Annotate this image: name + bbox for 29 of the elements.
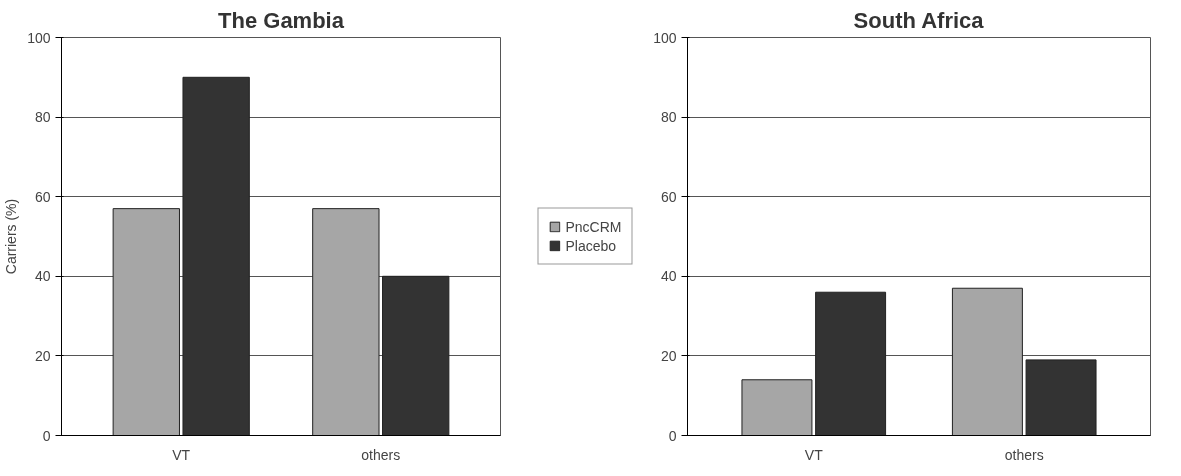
legend-label: PncCRM (565, 218, 622, 235)
y-tick-label: 60 (34, 188, 51, 205)
y-tick-label: 80 (660, 109, 677, 126)
y-tick-label: 0 (668, 427, 677, 444)
bar (182, 76, 250, 436)
y-tick-label: 100 (27, 29, 51, 46)
x-tick-label: VT (172, 446, 191, 463)
y-tick-label: 0 (42, 427, 51, 444)
y-tick-label: 100 (653, 29, 677, 46)
bar (1025, 359, 1097, 436)
y-axis-title: Carriers (%) (3, 198, 20, 275)
x-tick-label: others (361, 446, 401, 463)
chart-title: The Gambia (218, 7, 345, 33)
y-tick-label: 40 (34, 268, 51, 285)
bar (312, 208, 380, 436)
x-tick-label: others (1004, 446, 1044, 463)
x-tick-label: VT (804, 446, 824, 463)
y-tick-label: 20 (660, 347, 677, 364)
y-tick-label: 20 (34, 347, 51, 364)
y-tick-label: 80 (34, 109, 51, 126)
y-tick-label: 60 (660, 188, 677, 205)
bar (815, 291, 887, 436)
bar (951, 287, 1023, 436)
bar (112, 208, 180, 436)
chart-title: South Africa (853, 7, 985, 33)
bar (741, 379, 813, 436)
bar (382, 275, 450, 436)
legend-label: Placebo (565, 237, 617, 254)
y-tick-label: 40 (660, 268, 677, 285)
